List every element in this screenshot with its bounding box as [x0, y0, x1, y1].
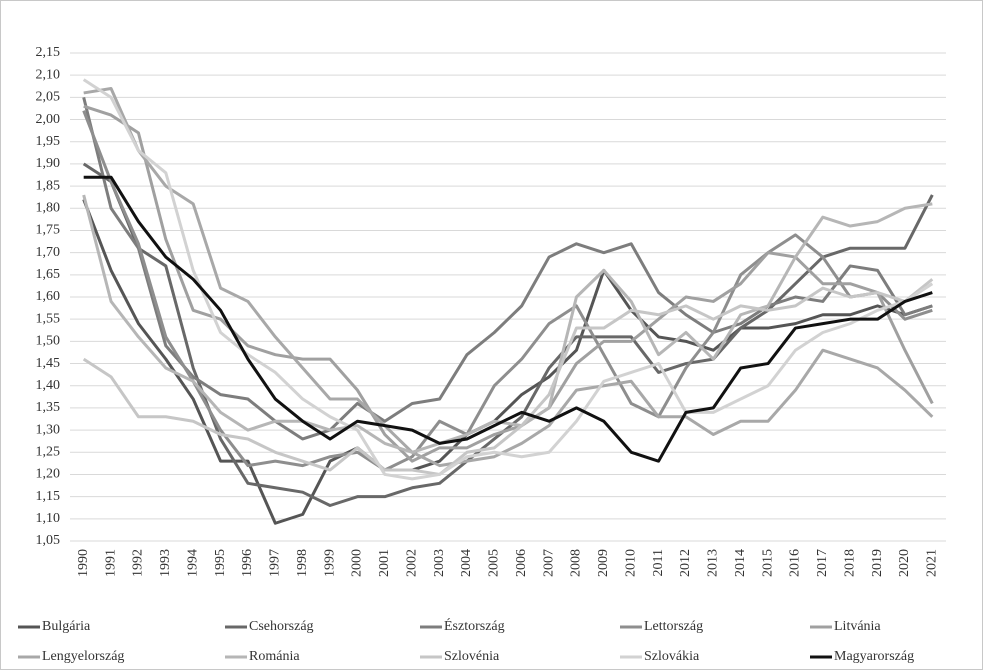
x-tick-label: 2021 [925, 549, 940, 577]
x-tick-label: 2003 [432, 549, 447, 577]
legend-label: Bulgária [42, 619, 91, 634]
y-tick-label: 2,15 [36, 45, 61, 60]
x-tick-label: 2014 [733, 549, 748, 577]
x-tick-label: 2001 [377, 549, 392, 577]
series-line [82, 78, 934, 481]
y-tick-label: 1,45 [36, 356, 61, 371]
y-tick-label: 1,50 [36, 334, 61, 349]
x-tick-label: 1993 [158, 549, 173, 577]
y-tick-label: 1,95 [36, 134, 61, 149]
x-tick-label: 2005 [487, 549, 502, 577]
y-tick-label: 1,85 [36, 178, 61, 193]
legend-label: Lettország [644, 619, 703, 634]
legend-label: Románia [249, 649, 300, 664]
x-tick-label: 2018 [842, 549, 857, 577]
x-tick-label: 2010 [623, 549, 638, 577]
y-tick-label: 1,30 [36, 422, 61, 437]
legend-label: Magyarország [834, 649, 914, 664]
x-tick-label: 2013 [706, 549, 721, 577]
y-tick-label: 1,10 [36, 511, 61, 526]
y-tick-label: 1,15 [36, 489, 61, 504]
x-tick-label: 1996 [240, 549, 255, 577]
y-tick-label: 1,20 [36, 467, 61, 482]
x-tick-label: 1997 [268, 549, 283, 577]
y-tick-label: 1,90 [36, 156, 61, 171]
x-tick-label: 1992 [131, 549, 146, 577]
y-tick-label: 1,25 [36, 444, 61, 459]
legend-label: Szlovénia [444, 649, 500, 664]
legend-label: Észtország [444, 617, 505, 634]
y-tick-label: 1,60 [36, 289, 61, 304]
legend-label: Csehország [249, 619, 314, 634]
x-tick-label: 1999 [322, 549, 337, 577]
series-line [82, 97, 933, 441]
x-tick-label: 1991 [103, 549, 118, 577]
y-tick-label: 1,80 [36, 200, 61, 215]
series-line [83, 175, 933, 463]
x-tick-label: 2008 [569, 549, 584, 577]
x-tick-label: 2002 [404, 549, 419, 577]
x-tick-label: 2011 [651, 549, 666, 576]
legend-label: Szlovákia [644, 649, 700, 664]
series-line [82, 278, 934, 476]
y-tick-label: 1,05 [36, 533, 61, 548]
series-line [82, 198, 933, 525]
x-tick-label: 2009 [596, 549, 611, 577]
x-tick-label: 2006 [514, 549, 529, 577]
y-tick-label: 1,75 [36, 223, 61, 238]
x-tick-label: 1994 [185, 549, 200, 577]
x-tick-label: 2007 [541, 549, 556, 577]
x-tick-label: 1998 [295, 549, 310, 577]
x-tick-label: 2016 [788, 549, 803, 577]
x-tick-label: 1995 [213, 549, 228, 577]
series-line [83, 86, 934, 468]
y-tick-label: 2,10 [36, 67, 61, 82]
series-line [82, 194, 933, 454]
x-tick-label: 2019 [870, 549, 885, 577]
x-tick-label: 2020 [897, 549, 912, 577]
y-tick-label: 1,35 [36, 400, 61, 415]
y-tick-label: 1,55 [36, 311, 61, 326]
y-tick-label: 1,40 [36, 378, 61, 393]
y-tick-label: 2,00 [36, 112, 61, 127]
legend-label: Lengyelország [42, 649, 124, 664]
y-tick-label: 1,70 [36, 245, 61, 260]
x-tick-label: 1990 [76, 549, 91, 577]
x-tick-label: 2000 [350, 549, 365, 577]
y-tick-label: 1,65 [36, 267, 61, 282]
x-tick-label: 2012 [678, 549, 693, 577]
x-tick-label: 2015 [760, 549, 775, 577]
series-line [83, 104, 934, 463]
x-tick-label: 2017 [815, 549, 830, 577]
legend-label: Litvánia [834, 619, 881, 634]
series-line [82, 162, 934, 508]
x-tick-label: 2004 [459, 549, 474, 577]
y-tick-label: 2,05 [36, 90, 61, 105]
